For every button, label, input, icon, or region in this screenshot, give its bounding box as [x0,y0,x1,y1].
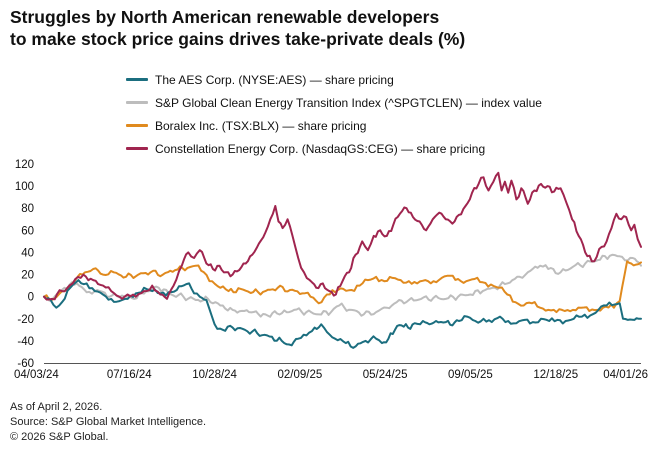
legend-item-constellation: Constellation Energy Corp. (NasdaqGS:CEG… [126,137,542,160]
x-tick-label: 09/05/25 [448,369,493,381]
legend-swatch-boralex [126,124,148,127]
y-tick-label: 60 [21,225,34,237]
series-line-0 [43,253,642,318]
x-tick-label: 12/18/25 [533,369,578,381]
footer-copyright: © 2026 S&P Global. [10,431,109,443]
legend-label-constellation: Constellation Energy Corp. (NasdaqGS:CEG… [155,141,486,156]
x-tick-label: 07/16/24 [107,369,152,381]
legend-swatch-constellation [126,147,148,150]
series-line-1 [43,260,642,314]
legend-label-boralex: Boralex Inc. (TSX:BLX) — share pricing [155,118,367,133]
y-tick-label: 40 [21,247,34,259]
y-tick-label: -40 [17,336,34,348]
footer-source: Source: S&P Global Market Intelligence. [10,416,207,428]
legend-item-boralex: Boralex Inc. (TSX:BLX) — share pricing [126,114,542,137]
x-tick-label: 05/24/25 [363,369,408,381]
x-tick-label: 04/03/24 [14,369,59,381]
series-line-2 [43,279,642,349]
footer-as-of: As of April 2, 2026. [10,401,103,413]
legend-item-spgtclen: S&P Global Clean Energy Transition Index… [126,91,542,114]
chart-title-line-1: Struggles by North American renewable de… [10,7,440,27]
y-tick-label: 100 [15,181,34,193]
chart-title-line-2: to make stock price gains drives take-pr… [10,29,466,49]
chart-footer: As of April 2, 2026. Source: S&P Global … [10,400,206,445]
legend-label-spgtclen: S&P Global Clean Energy Transition Index… [155,95,542,110]
legend-swatch-spgtclen [126,101,148,104]
y-tick-label: 20 [21,270,34,282]
x-tick-label: 02/09/25 [277,369,322,381]
chart-title: Struggles by North American renewable de… [10,6,650,50]
legend-item-aes: The AES Corp. (NYSE:AES) — share pricing [126,68,542,91]
series-line-3 [43,171,642,301]
y-tick-label: 120 [15,159,34,171]
y-tick-label: 80 [21,203,34,215]
y-tick-label: 0 [28,292,34,304]
y-tick-label: -60 [17,358,34,370]
y-tick-label: -20 [17,314,34,326]
legend-swatch-aes [126,78,148,81]
x-tick-label: 10/28/24 [192,369,237,381]
legend-label-aes: The AES Corp. (NYSE:AES) — share pricing [155,72,394,87]
x-tick-label: 04/01/26 [603,369,648,381]
chart-legend: The AES Corp. (NYSE:AES) — share pricing… [126,68,542,160]
